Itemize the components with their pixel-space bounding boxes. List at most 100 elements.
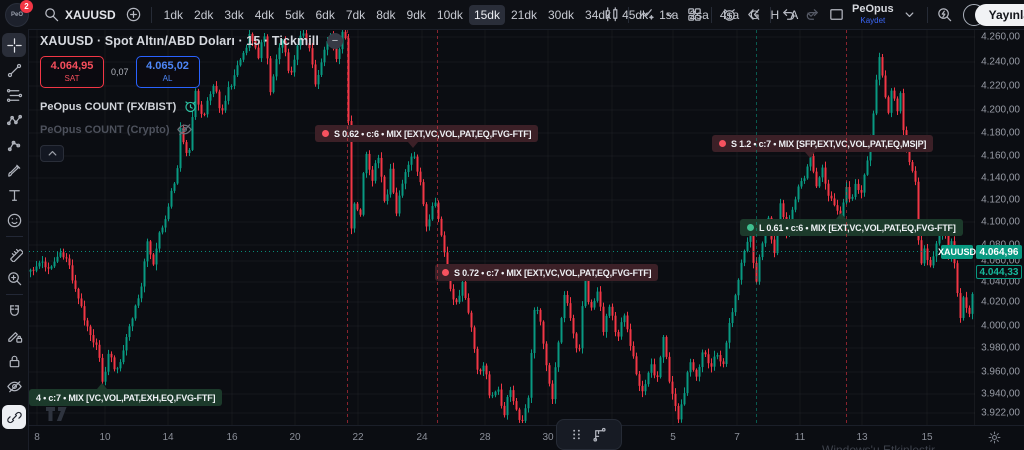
price-axis-label: 4.220,00 [981,80,1020,92]
chevron-down-icon[interactable] [898,3,922,27]
timeframe-21dk[interactable]: 21dk [510,7,537,22]
publish-button[interactable]: Yayınla [974,3,1024,26]
measure-tool-icon[interactable] [587,423,611,447]
buy-button[interactable]: 4.065,02 AL [135,56,200,88]
sell-button[interactable]: 4.064,95 SAT [40,56,104,88]
price-axis-label: 3.980,00 [981,342,1020,354]
signal-dot-icon [719,140,726,147]
indicators-icon[interactable] [634,3,658,27]
draw-lock-tool-icon[interactable] [2,324,26,348]
price-axis[interactable]: 4.260,00 4.240,00 4.220,00 4.200,00 4.180,00… [974,29,1024,425]
drag-handle-icon[interactable] [567,423,585,447]
signal-label-long[interactable]: L 0.61 • c:6 • MIX [EXT,VC,VOL,PAT,EQ,FV… [740,213,963,236]
layout-grid-icon[interactable] [682,3,706,27]
timeframe-10dk[interactable]: 10dk [436,7,463,22]
timeframe-G[interactable]: G [750,7,760,22]
timeframe-30dk[interactable]: 30dk [548,7,575,22]
price-axis-label: 3.940,00 [981,388,1020,400]
time-axis-label: 10 [99,432,111,443]
alarm-plus-icon[interactable] [717,3,741,27]
pattern-tool-icon[interactable] [2,108,26,132]
timeframe-8dk[interactable]: 8dk [376,7,396,22]
price-axis-label: 3.922,00 [981,407,1020,419]
frame-icon[interactable] [824,3,848,27]
magnet-tool-icon[interactable] [2,299,26,323]
indicator-row[interactable]: PeOpus COUNT (FX/BIST) [40,98,343,115]
candles-icon[interactable] [599,3,623,27]
price-axis-label: 4.240,00 [981,56,1020,68]
legend-expand-button[interactable] [40,145,64,162]
timeframe-H[interactable]: H [770,7,780,22]
timeframe-9dk[interactable]: 9dk [406,7,426,22]
price-axis-label: 4.100,00 [981,216,1020,228]
signal-text: 4 • c:7 • MIX [VC,VOL,PAT,EXH,EQ,FVG-FTF… [36,392,216,403]
price-axis-label: 4.120,00 [981,194,1020,206]
signal-label-short[interactable]: S 1.2 • c:7 • MIX [SFP,EXT,VC,VOL,PAT,EQ… [712,135,934,158]
symbol-search[interactable]: XAUUSD [37,3,122,26]
timeframe-5dk[interactable]: 5dk [285,7,305,22]
timeframe-6dk[interactable]: 6dk [315,7,335,22]
timeframe-2sa[interactable]: 2sa [689,7,709,22]
signal-text: S 0.72 • c:7 • MIX [EXT,VC,VOL,PAT,EQ,FV… [454,267,652,278]
replay-icon[interactable] [741,3,765,27]
divider [150,6,152,23]
drawing-toolbar [0,29,29,450]
redo-icon[interactable] [800,3,824,27]
chevron-down-icon[interactable] [803,3,819,27]
signal-text: S 1.2 • c:7 • MIX [SFP,EXT,VC,VOL,PAT,EQ… [731,138,927,149]
floating-drawing-panel[interactable] [556,419,622,450]
signal-label-short[interactable]: S 0.62 • c:6 • MIX [EXT,VC,VOL,PAT,EQ,FV… [315,125,539,148]
buy-label: AL [162,73,173,83]
price-axis-label: 4.180,00 [981,127,1020,139]
link-tool-icon[interactable] [2,405,26,429]
timeframe-2dk[interactable]: 2dk [194,7,214,22]
time-axis-label: 14 [162,432,174,443]
ruler-tool-icon[interactable] [2,241,26,265]
forecast-tool-icon[interactable] [2,133,26,157]
eye-off-icon[interactable] [176,121,193,138]
last-price-symbol-tag: XAUUSD [938,245,977,259]
timeframe-4dk[interactable]: 4dk [254,7,275,22]
timeframe-34dk[interactable]: 34dk [585,7,612,22]
search-icon [43,6,60,23]
trendline-tool-icon[interactable] [2,58,26,82]
top-toolbar: PeO 2 XAUUSD 1dk 2dk 3dk 4dk 5dk 6dk 7dk 8dk 9dk… [0,0,1024,30]
quick-search-icon[interactable] [933,3,957,27]
price-axis-label: 4.000,00 [981,320,1020,332]
price-axis-label: 3.960,00 [981,366,1020,378]
sell-label: SAT [64,73,80,83]
signal-label-long[interactable]: 4 • c:7 • MIX [VC,VOL,PAT,EXH,EQ,FVG-FTF… [29,383,223,406]
divider [5,294,23,295]
app-logo[interactable]: PeO 2 [5,0,33,27]
text-tool-icon[interactable] [2,183,26,207]
timeframe-1dk[interactable]: 1dk [163,7,184,22]
timeframe-group: 1dk 2dk 3dk 4dk 5dk 6dk 7dk 8dk 9dk 10dk 15dk 21dk 3… [159,4,804,25]
compare-add-icon[interactable] [122,3,146,27]
indicator-row[interactable]: PeOpus COUNT (Crypto) [40,121,343,138]
brush-tool-icon[interactable] [2,158,26,182]
symbol-name: XAUUSD [65,7,116,22]
signal-pointer [805,152,815,158]
user-menu-button[interactable]: PeOpus Kaydet [848,4,898,25]
timeframe-3dk[interactable]: 3dk [224,7,244,22]
collapse-legend-button[interactable]: − [326,33,343,49]
last-price-tag: 4.064,96 [976,245,1022,259]
zoom-in-tool-icon[interactable] [2,266,26,290]
timeframe-15dk[interactable]: 15dk [468,4,505,25]
timeframe-7dk[interactable]: 7dk [345,7,366,22]
signal-label-short[interactable]: S 0.72 • c:7 • MIX [EXT,VC,VOL,PAT,EQ,FV… [435,264,659,281]
lock-tool-icon[interactable] [2,349,26,373]
time-axis-label: 7 [734,432,740,443]
undo-icon[interactable] [776,3,800,27]
crosshair-tool-icon[interactable] [2,33,26,57]
timeframe-A[interactable]: A [790,7,799,22]
settings-gear-icon[interactable] [987,430,1002,450]
emoji-tool-icon[interactable] [2,208,26,232]
divider [628,6,630,23]
fib-tool-icon[interactable] [2,83,26,107]
chart-legend: XAUUSD · Spot Altın/ABD Doları · 15 · Ti… [40,33,343,162]
eye-off-tool-icon[interactable] [2,374,26,398]
chevron-down-icon[interactable] [658,3,682,27]
alarm-icon[interactable] [182,98,199,115]
spread-value: 0,07 [111,67,129,77]
